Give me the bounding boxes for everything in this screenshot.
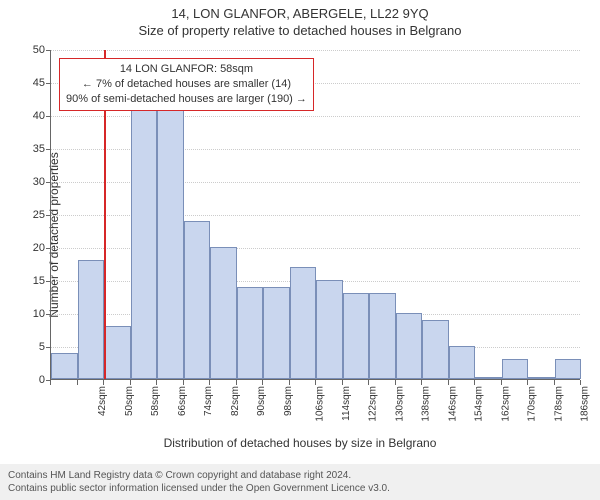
xtick-label: 130sqm [394, 386, 405, 422]
ytick-label: 20 [33, 242, 51, 254]
xtick-label: 74sqm [203, 386, 214, 416]
xtick-mark [209, 380, 210, 385]
histogram-bar [316, 280, 343, 379]
xtick-mark [289, 380, 290, 385]
histogram-bar [396, 313, 423, 379]
xtick-mark [262, 380, 263, 385]
xtick-label: 122sqm [368, 386, 379, 422]
ytick-label: 5 [39, 341, 51, 353]
histogram-bar [51, 353, 78, 379]
histogram-bar [449, 346, 476, 379]
xtick-label: 146sqm [447, 386, 458, 422]
ytick-label: 30 [33, 176, 51, 188]
annotation-line: 90% of semi-detached houses are larger (… [66, 92, 307, 107]
xtick-label: 98sqm [283, 386, 294, 416]
xtick-mark [527, 380, 528, 385]
ytick-label: 10 [33, 308, 51, 320]
xtick-mark [554, 380, 555, 385]
x-ticks: 42sqm 50sqm 58sqm 66sqm 74sqm 82sqm 90sqm 98sqm… [50, 380, 580, 420]
xtick-mark [183, 380, 184, 385]
xtick-label: 178sqm [553, 386, 564, 422]
histogram-bar [157, 102, 184, 379]
annotation-line: 14 LON GLANFOR: 58sqm [66, 62, 307, 77]
histogram-bar [263, 287, 290, 379]
xtick-mark [156, 380, 157, 385]
histogram-bar [555, 359, 582, 379]
xtick-label: 66sqm [177, 386, 188, 416]
xtick-label: 162sqm [500, 386, 511, 422]
ytick-label: 45 [33, 77, 51, 89]
xtick-label: 58sqm [150, 386, 161, 416]
xtick-mark [342, 380, 343, 385]
address-line: 14, LON GLANFOR, ABERGELE, LL22 9YQ [0, 6, 600, 23]
histogram-bar [369, 293, 396, 379]
annotation-box: 14 LON GLANFOR: 58sqm← 7% of detached ho… [59, 58, 314, 111]
ytick-label: 40 [33, 110, 51, 122]
xtick-mark [315, 380, 316, 385]
footer: Contains HM Land Registry data © Crown c… [0, 464, 600, 500]
xtick-mark [474, 380, 475, 385]
histogram-bar [210, 247, 237, 379]
xtick-label: 90sqm [256, 386, 267, 416]
histogram-bar [184, 221, 211, 379]
xtick-mark [236, 380, 237, 385]
xtick-label: 50sqm [124, 386, 135, 416]
xtick-mark [130, 380, 131, 385]
xtick-label: 154sqm [474, 386, 485, 422]
xtick-mark [421, 380, 422, 385]
xtick-mark [580, 380, 581, 385]
ytick-label: 35 [33, 143, 51, 155]
xtick-label: 186sqm [580, 386, 591, 422]
footer-line1: Contains HM Land Registry data © Crown c… [8, 469, 592, 482]
histogram-bar [475, 377, 502, 379]
xtick-mark [77, 380, 78, 385]
xtick-label: 138sqm [421, 386, 432, 422]
histogram-bar [131, 108, 158, 379]
plot-area: 0510152025303540455014 LON GLANFOR: 58sq… [50, 50, 580, 380]
ytick-label: 15 [33, 275, 51, 287]
xtick-label: 114sqm [341, 386, 352, 421]
histogram-bar [343, 293, 370, 379]
chart-container: 14, LON GLANFOR, ABERGELE, LL22 9YQ Size… [0, 0, 600, 500]
xtick-mark [395, 380, 396, 385]
ytick-label: 25 [33, 209, 51, 221]
histogram-bar [502, 359, 529, 379]
xtick-mark [448, 380, 449, 385]
xtick-mark [50, 380, 51, 385]
chart-area: Number of detached properties 0510152025… [50, 50, 580, 420]
histogram-bar [422, 320, 449, 379]
histogram-bar [290, 267, 317, 379]
ytick-label: 50 [33, 44, 51, 56]
xtick-label: 82sqm [230, 386, 241, 416]
histogram-bar [78, 260, 105, 379]
x-axis-label: Distribution of detached houses by size … [0, 436, 600, 450]
xtick-label: 106sqm [315, 386, 326, 422]
xtick-mark [501, 380, 502, 385]
subtitle-line: Size of property relative to detached ho… [0, 23, 600, 40]
histogram-bar [104, 326, 131, 379]
title-block: 14, LON GLANFOR, ABERGELE, LL22 9YQ Size… [0, 0, 600, 40]
xtick-label: 170sqm [527, 386, 538, 422]
xtick-label: 42sqm [97, 386, 108, 416]
xtick-mark [103, 380, 104, 385]
histogram-bar [237, 287, 264, 379]
xtick-mark [368, 380, 369, 385]
annotation-line: ← 7% of detached houses are smaller (14) [66, 77, 307, 92]
footer-line2: Contains public sector information licen… [8, 482, 592, 495]
histogram-bar [528, 377, 555, 379]
